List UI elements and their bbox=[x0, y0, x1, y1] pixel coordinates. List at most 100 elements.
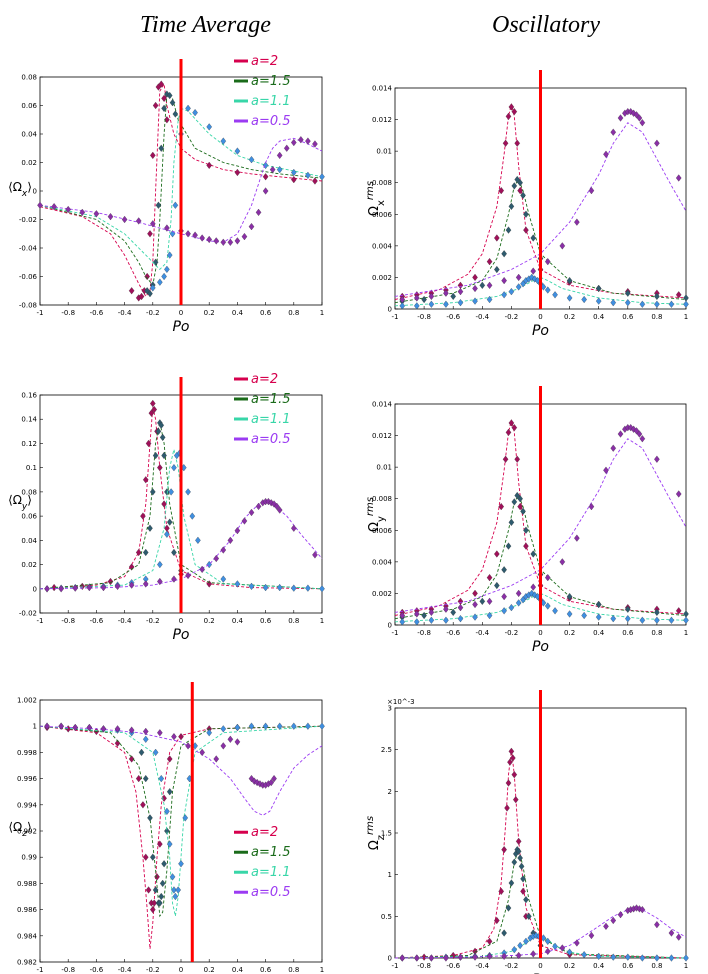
x-axis-label: Po bbox=[532, 639, 549, 655]
data-point bbox=[654, 139, 660, 147]
data-point bbox=[683, 300, 689, 308]
x-tick-label: 0.8 bbox=[288, 966, 299, 974]
x-tick-label: 0 bbox=[179, 309, 183, 317]
data-point bbox=[305, 171, 311, 179]
data-point bbox=[498, 887, 505, 895]
data-point bbox=[588, 502, 595, 511]
data-point bbox=[683, 616, 689, 624]
data-point bbox=[164, 530, 170, 538]
y-tick-label: 1.5 bbox=[381, 830, 392, 838]
data-point bbox=[234, 580, 241, 588]
x-tick-label: -1 bbox=[392, 629, 399, 637]
x-tick-label: -0.6 bbox=[90, 617, 104, 625]
data-point bbox=[147, 814, 153, 822]
data-point bbox=[574, 218, 580, 226]
y-tick-label: -0.04 bbox=[19, 245, 38, 253]
data-point bbox=[166, 755, 173, 763]
data-point bbox=[171, 733, 177, 741]
x-tick-label: 0 bbox=[538, 962, 542, 970]
data-point bbox=[144, 272, 150, 281]
data-point bbox=[51, 203, 57, 211]
data-point bbox=[508, 202, 515, 211]
data-point bbox=[161, 272, 167, 281]
data-point bbox=[472, 284, 478, 293]
series-line-a=2 bbox=[39, 725, 323, 949]
data-point bbox=[486, 937, 493, 945]
series-line-a=1.5 bbox=[39, 421, 323, 590]
series-line-a=0.5 bbox=[394, 907, 687, 959]
data-point bbox=[220, 546, 227, 554]
data-point bbox=[265, 497, 272, 506]
x-tick-label: -0.2 bbox=[146, 966, 160, 974]
data-point bbox=[276, 583, 283, 592]
data-point bbox=[157, 464, 163, 472]
data-point bbox=[505, 428, 512, 437]
data-point bbox=[639, 300, 646, 308]
data-point bbox=[668, 929, 675, 937]
x-tick-label: 0 bbox=[179, 966, 183, 974]
y-tick-label: 0.5 bbox=[381, 913, 392, 921]
data-point bbox=[168, 488, 174, 496]
series-line-a=0.5 bbox=[394, 122, 687, 297]
x-tick-label: -0.8 bbox=[61, 309, 75, 317]
data-point bbox=[530, 234, 537, 242]
x-tick-label: 0.4 bbox=[593, 962, 605, 970]
data-point bbox=[148, 409, 155, 417]
data-point bbox=[486, 258, 493, 266]
x-tick-label: -0.4 bbox=[118, 966, 132, 974]
data-point bbox=[145, 439, 152, 448]
legend-label: a=2 bbox=[251, 372, 278, 387]
x-tick-label: -0.6 bbox=[90, 966, 104, 974]
series-line-a=0.5 bbox=[394, 438, 687, 613]
data-point bbox=[128, 563, 135, 571]
data-point bbox=[668, 954, 675, 962]
x-tick-label: 1 bbox=[684, 313, 688, 321]
data-point bbox=[142, 476, 149, 484]
x-tick-label: -1 bbox=[37, 309, 44, 317]
data-point bbox=[610, 916, 617, 925]
data-point bbox=[502, 455, 509, 463]
data-point bbox=[262, 161, 269, 169]
y-tick-label: -0.02 bbox=[19, 610, 37, 618]
data-point bbox=[150, 284, 156, 292]
data-point bbox=[528, 273, 535, 282]
x-tick-label: 0.6 bbox=[622, 629, 634, 637]
data-point bbox=[185, 488, 191, 496]
data-point bbox=[523, 226, 529, 234]
data-point bbox=[610, 299, 617, 307]
data-point bbox=[639, 119, 646, 127]
data-point bbox=[241, 517, 248, 525]
data-point bbox=[603, 922, 609, 930]
data-point bbox=[151, 405, 157, 414]
data-point bbox=[530, 583, 537, 591]
data-point bbox=[511, 946, 518, 954]
y-tick-label: 0.01 bbox=[376, 464, 392, 472]
data-point bbox=[494, 550, 500, 558]
data-point bbox=[399, 611, 406, 620]
data-point bbox=[114, 725, 121, 733]
data-point bbox=[276, 506, 283, 514]
data-point bbox=[515, 273, 522, 282]
data-point bbox=[486, 295, 493, 304]
data-point bbox=[675, 174, 682, 182]
data-point bbox=[472, 297, 478, 305]
data-point bbox=[213, 237, 220, 245]
data-point bbox=[319, 722, 325, 730]
data-point bbox=[72, 723, 79, 732]
data-point bbox=[248, 582, 255, 590]
data-point bbox=[501, 291, 507, 299]
data-point bbox=[172, 201, 179, 209]
data-point bbox=[505, 112, 512, 121]
data-point bbox=[501, 566, 507, 574]
panel-1: -1 -0.8 -0.6 -0.4 -0.2 0 0.2 0.4 0.6 0.8 1 -0.08 -0.… bbox=[8, 54, 325, 335]
data-point bbox=[514, 455, 521, 463]
data-point bbox=[552, 291, 558, 299]
data-point bbox=[617, 911, 624, 919]
data-point bbox=[517, 179, 523, 187]
data-point bbox=[639, 435, 646, 443]
data-point bbox=[414, 302, 420, 310]
data-point bbox=[161, 860, 167, 868]
x-tick-label: -0.8 bbox=[417, 962, 431, 970]
data-point bbox=[135, 774, 142, 783]
x-tick-label: -0.2 bbox=[505, 313, 519, 321]
